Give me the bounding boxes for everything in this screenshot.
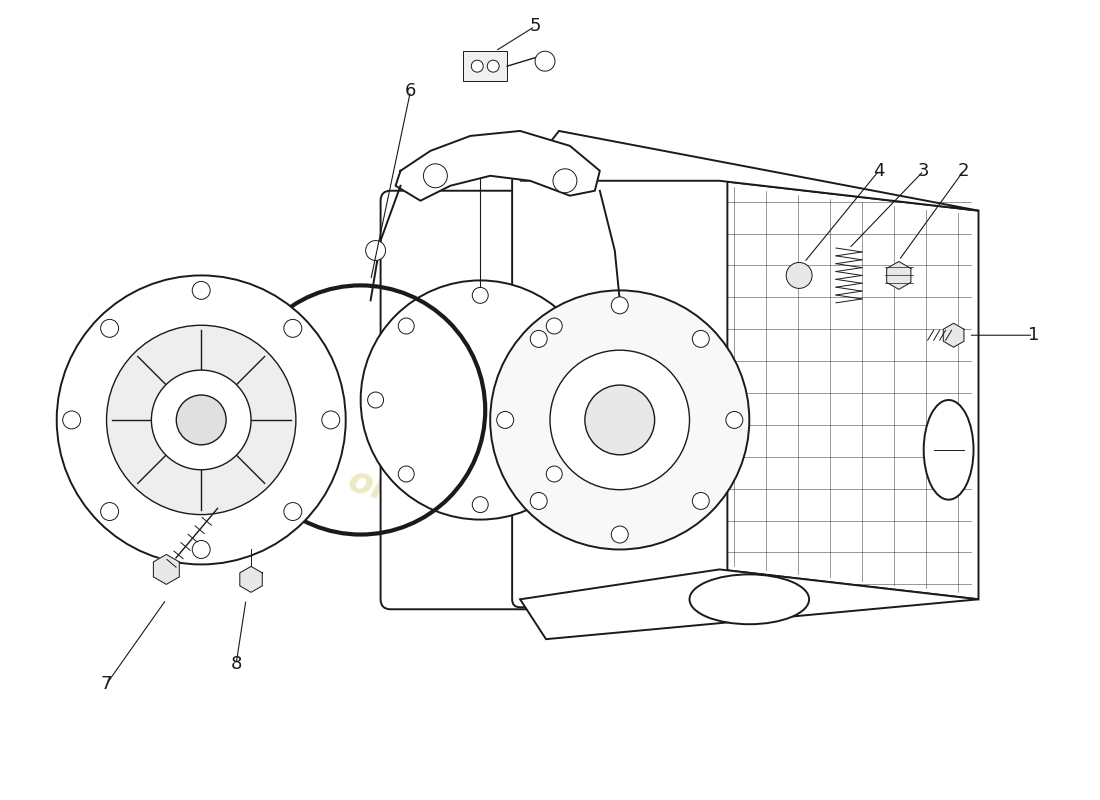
Circle shape [491,290,749,550]
FancyBboxPatch shape [381,190,580,610]
Circle shape [692,330,710,347]
Circle shape [361,281,600,519]
Circle shape [547,466,562,482]
Circle shape [547,318,562,334]
Circle shape [530,330,547,347]
Text: 1: 1 [1027,326,1040,344]
Circle shape [472,287,488,303]
Circle shape [553,169,576,193]
Circle shape [322,411,340,429]
Circle shape [100,319,119,338]
Circle shape [576,392,593,408]
Circle shape [367,392,384,408]
Circle shape [487,60,499,72]
Polygon shape [153,554,179,584]
Circle shape [530,493,547,510]
Circle shape [152,370,251,470]
Circle shape [365,241,386,261]
Text: 5: 5 [529,18,541,35]
Circle shape [550,350,690,490]
Circle shape [692,493,710,510]
Circle shape [63,411,80,429]
Circle shape [585,385,654,455]
Circle shape [398,466,415,482]
Circle shape [192,282,210,299]
Circle shape [192,541,210,558]
Bar [463,51,507,81]
Text: 7: 7 [101,675,112,693]
Circle shape [726,411,742,429]
Text: 6: 6 [405,82,416,100]
Text: 3: 3 [917,162,930,180]
Circle shape [284,502,301,521]
FancyBboxPatch shape [513,173,727,607]
Polygon shape [396,131,600,201]
Circle shape [424,164,448,188]
Circle shape [786,262,812,288]
Circle shape [100,502,119,521]
Polygon shape [943,323,964,347]
Circle shape [535,51,556,71]
Circle shape [497,411,514,429]
Polygon shape [520,131,979,210]
Polygon shape [240,566,262,592]
Ellipse shape [690,574,810,624]
Ellipse shape [924,400,974,500]
Circle shape [471,60,483,72]
Circle shape [472,497,488,513]
Text: 8: 8 [230,655,242,673]
Text: 2: 2 [958,162,969,180]
Text: 4: 4 [873,162,884,180]
Polygon shape [520,570,979,639]
Polygon shape [719,181,979,599]
Circle shape [284,319,301,338]
Circle shape [57,275,345,565]
Polygon shape [887,262,911,290]
Circle shape [398,318,415,334]
Circle shape [176,395,227,445]
Text: a passion
online1985: a passion online1985 [343,426,581,566]
Circle shape [612,297,628,314]
Circle shape [107,326,296,514]
Circle shape [612,526,628,543]
Text: euro
pares: euro pares [619,188,984,485]
